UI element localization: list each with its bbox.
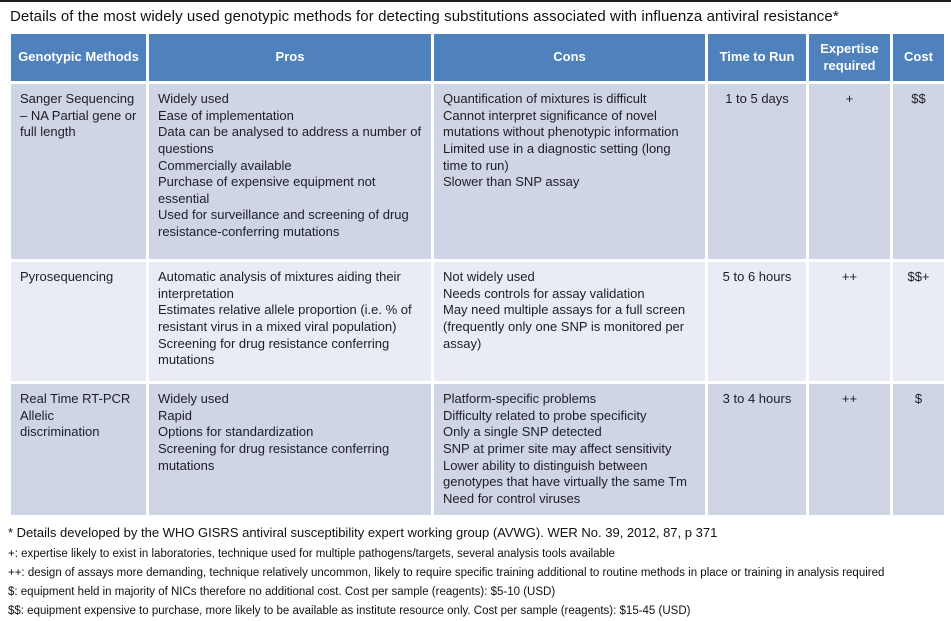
time-to-run-cell: 1 to 5 days [705,81,809,262]
footnote-source: * Details developed by the WHO GISRS ant… [8,525,718,540]
table-row-pyrosequencing: Pyrosequencing Automatic analysis of mix… [8,259,947,384]
pros-cell: Automatic analysis of mixtures aiding th… [146,259,434,384]
table-row-sanger-sequencing: Sanger Sequencing – NA Partial gene or f… [8,81,947,262]
cost-cell: $$ [890,81,947,262]
method-cell: Sanger Sequencing – NA Partial gene or f… [8,81,149,262]
expertise-cell: + [806,81,893,262]
method-cell: Pyrosequencing [8,259,149,384]
table-row-real-time-rt-pcr: Real Time RT-PCR Allelic discrimination … [8,381,947,518]
time-to-run-cell: 3 to 4 hours [705,381,809,518]
expertise-cell: ++ [806,259,893,384]
footnote-cost-double-dollar: $$: equipment expensive to purchase, mor… [8,605,691,617]
footnotes-section: * Details developed by the WHO GISRS ant… [8,525,951,621]
pros-cell: Widely used Rapid Options for standardiz… [146,381,434,518]
cons-cell: Not widely used Needs controls for assay… [431,259,708,384]
pros-cell: Widely used Ease of implementation Data … [146,81,434,262]
header-cons: Cons [431,31,708,84]
expertise-cell: ++ [806,381,893,518]
cons-cell: Platform-specific problems Difficulty re… [431,381,708,518]
header-time-to-run: Time to Run [705,31,809,84]
cost-cell: $$+ [890,259,947,384]
footnote-cost-single-dollar: $: equipment held in majority of NICs th… [8,586,556,598]
page-title: Details of the most widely used genotypi… [10,8,839,25]
time-to-run-cell: 5 to 6 hours [705,259,809,384]
footnote-expertise-plus: +: expertise likely to exist in laborato… [8,548,615,560]
header-genotypic-methods: Genotypic Methods [8,31,149,84]
genotypic-methods-table: Genotypic Methods Pros Cons Time to Run … [8,31,947,518]
header-cost: Cost [890,31,947,84]
header-pros: Pros [146,31,434,84]
cost-cell: $ [890,381,947,518]
method-cell: Real Time RT-PCR Allelic discrimination [8,381,149,518]
table-header-row: Genotypic Methods Pros Cons Time to Run … [8,31,947,84]
cons-cell: Quantification of mixtures is difficult … [431,81,708,262]
header-expertise-required: Expertise required [806,31,893,84]
footnote-expertise-plus-plus: ++: design of assays more demanding, tec… [8,567,885,579]
